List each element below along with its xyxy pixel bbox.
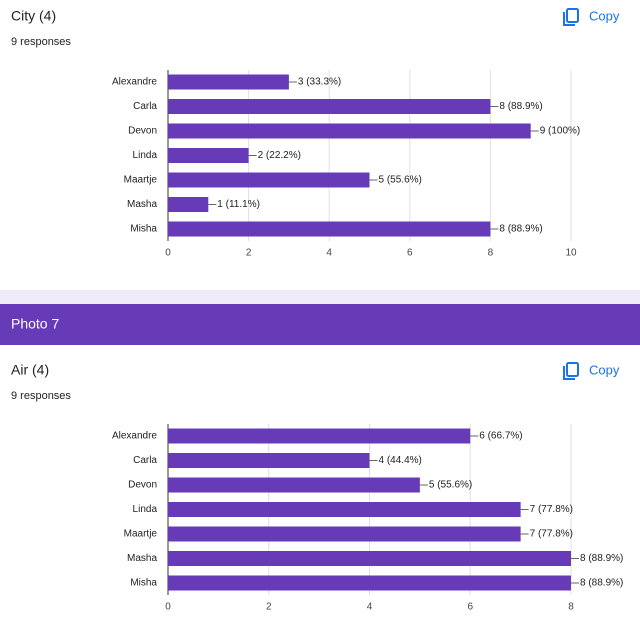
value-label: 9 (100%) (540, 126, 581, 137)
category-label: Alexandre (112, 431, 157, 442)
response-count: 9 responses (11, 390, 71, 402)
copy-button[interactable]: Copy (589, 8, 620, 23)
x-tick-label: 6 (407, 248, 413, 259)
value-label: 4 (44.4%) (379, 455, 422, 466)
value-label: 8 (88.9%) (580, 553, 623, 564)
bar (168, 197, 209, 212)
x-tick-label: 8 (488, 248, 494, 259)
value-label: 8 (88.9%) (499, 224, 542, 235)
bar (168, 575, 571, 591)
value-label: 1 (11.1%) (217, 199, 260, 210)
category-label: Devon (128, 126, 157, 137)
x-tick-label: 4 (367, 602, 373, 613)
bar (168, 428, 471, 444)
value-label: 8 (88.9%) (499, 101, 542, 112)
x-tick-label: 2 (246, 248, 252, 259)
copy-icon[interactable] (563, 366, 575, 380)
bar (168, 99, 491, 114)
category-label: Misha (130, 578, 157, 589)
category-label: Misha (130, 224, 157, 235)
question-title: Air (4) (11, 362, 49, 378)
x-tick-label: 0 (165, 248, 171, 259)
x-tick-label: 4 (326, 248, 332, 259)
category-label: Carla (133, 101, 157, 112)
response-count: 9 responses (11, 36, 71, 48)
bar (168, 221, 491, 237)
bar (168, 551, 571, 566)
x-tick-label: 2 (266, 602, 272, 613)
category-label: Alexandre (112, 77, 157, 88)
section-gap (0, 290, 640, 304)
bar (168, 123, 531, 139)
value-label: 8 (88.9%) (580, 578, 623, 589)
value-label: 7 (77.8%) (530, 504, 573, 515)
x-tick-label: 0 (165, 602, 171, 613)
category-label: Linda (133, 504, 158, 515)
bar (168, 453, 370, 468)
category-label: Devon (128, 480, 157, 491)
value-label: 5 (55.6%) (429, 480, 472, 491)
section-title: Photo 7 (11, 316, 59, 332)
value-label: 3 (33.3%) (298, 77, 341, 88)
x-tick-label: 10 (565, 248, 577, 259)
section-header (0, 304, 640, 345)
copy-icon[interactable] (563, 12, 575, 26)
bar (168, 172, 370, 188)
category-label: Maartje (124, 175, 158, 186)
x-tick-label: 6 (467, 602, 473, 613)
bar (168, 526, 521, 542)
copy-icon[interactable] (566, 8, 579, 23)
category-label: Masha (127, 199, 157, 210)
bar (168, 502, 521, 517)
copy-button[interactable]: Copy (589, 362, 620, 377)
category-label: Maartje (124, 529, 158, 540)
bar (168, 148, 249, 163)
question-title: City (4) (11, 8, 56, 24)
value-label: 2 (22.2%) (258, 150, 301, 161)
x-tick-label: 8 (568, 602, 574, 613)
category-label: Carla (133, 455, 157, 466)
value-label: 5 (55.6%) (379, 175, 422, 186)
bar (168, 74, 289, 90)
category-label: Linda (133, 150, 158, 161)
value-label: 7 (77.8%) (530, 529, 573, 540)
value-label: 6 (66.7%) (479, 431, 522, 442)
bar (168, 477, 420, 493)
copy-icon[interactable] (566, 362, 579, 377)
category-label: Masha (127, 553, 157, 564)
